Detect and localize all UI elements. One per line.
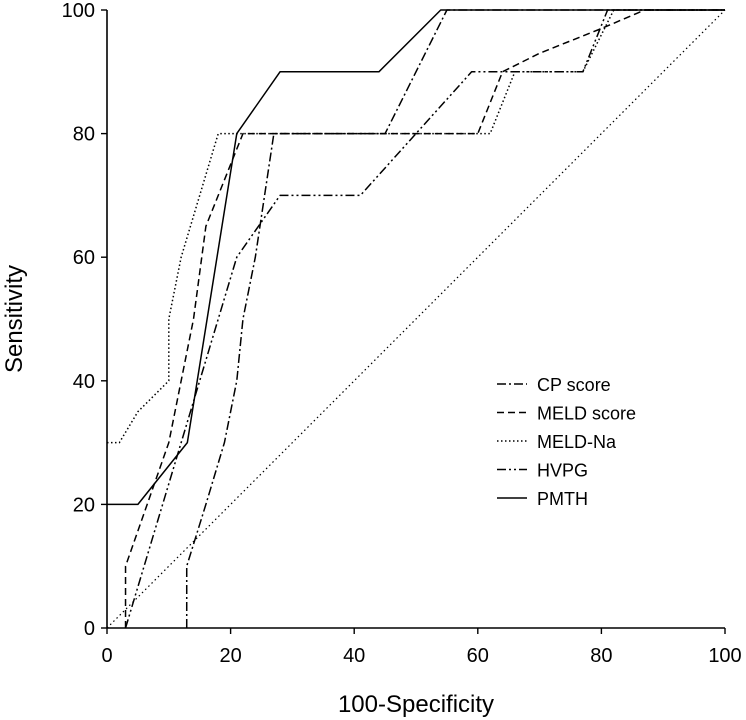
legend-label: MELD-Na [537, 432, 617, 452]
x-tick-label: 80 [590, 645, 612, 667]
series-line-meld-na [107, 9, 725, 444]
y-tick-label: 80 [73, 124, 95, 146]
reference-layer [106, 9, 726, 629]
legend-label: MELD score [537, 404, 636, 424]
x-tick-label: 40 [343, 645, 365, 667]
y-tick-label: 100 [62, 0, 95, 22]
x-axis-title: 100-Specificity [338, 691, 494, 718]
y-tick-label: 0 [84, 618, 95, 640]
x-ticks: 0 20 40 60 80 100 [101, 628, 742, 667]
legend-label: PMTH [537, 489, 588, 509]
y-ticks: 0 20 40 60 80 100 [62, 0, 107, 640]
series-line-meld-score [124, 9, 725, 628]
y-tick-label: 60 [73, 247, 95, 269]
series-line-pmth [107, 9, 725, 506]
x-tick-label: 0 [101, 645, 112, 667]
legend-label: CP score [537, 375, 611, 395]
series-line-hvpg [124, 9, 725, 629]
x-tick-label: 20 [219, 645, 241, 667]
legend-label: HVPG [537, 461, 588, 481]
reference-diagonal-line [106, 9, 726, 629]
series-layer [107, 9, 725, 629]
y-tick-label: 20 [73, 494, 95, 516]
y-axis-title: Sensitivity [1, 265, 28, 373]
y-tick-label: 40 [73, 371, 95, 393]
legend: CP score MELD score MELD-Na HVPG PMTH [497, 375, 636, 509]
series-line-cp-score [185, 9, 725, 628]
axes-layer [106, 10, 725, 629]
x-tick-label: 100 [708, 645, 741, 667]
x-tick-label: 60 [467, 645, 489, 667]
